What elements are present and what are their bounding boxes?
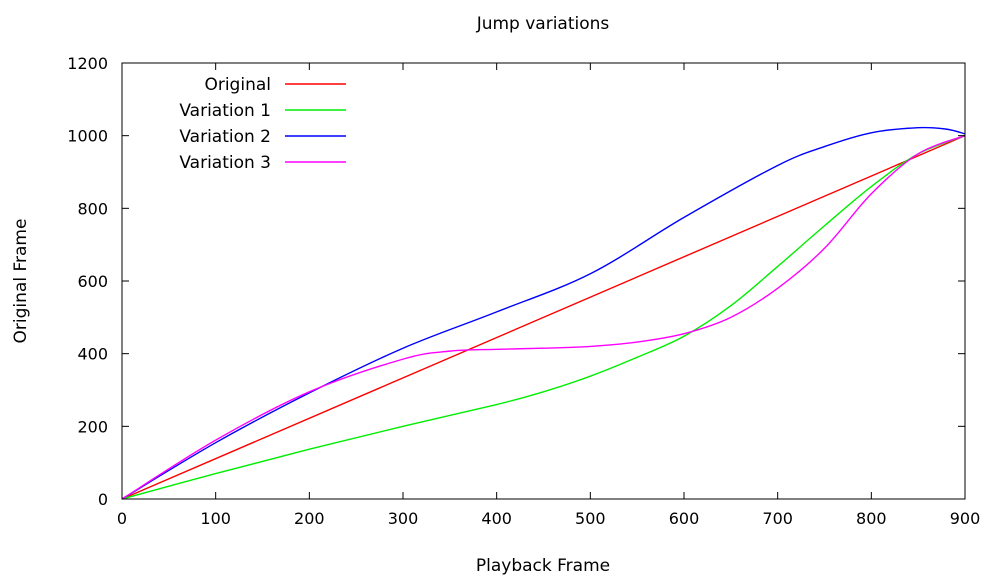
x-tick-label: 200 [294,509,325,528]
y-tick-label: 600 [77,272,108,291]
series-line-variation-1 [121,135,966,500]
y-tick-label: 1200 [67,54,108,73]
x-tick-label: 700 [762,509,793,528]
legend-label-original: Original [204,75,271,95]
series-line-variation-3 [121,135,966,500]
legend-label-variation-2: Variation 2 [179,127,271,147]
x-tick-label: 0 [117,509,127,528]
x-tick-label: 100 [200,509,231,528]
y-tick-label: 200 [77,417,108,436]
y-tick-label: 800 [77,199,108,218]
x-tick-label: 500 [575,509,606,528]
series-line-variation-2 [121,126,966,500]
series-layer [121,126,966,500]
x-tick-label: 400 [481,509,512,528]
legend-label-variation-3: Variation 3 [179,153,271,173]
legend: Original Variation 1 Variation 2 Variation … [179,75,346,173]
y-axis-title: Original Frame [11,219,31,344]
y-tick-label: 400 [77,345,108,364]
chart-title: Jump variations [476,14,610,34]
legend-label-variation-1: Variation 1 [179,101,271,121]
x-tick-label: 900 [950,509,981,528]
series-line-original [121,135,966,500]
x-tick-label: 800 [856,509,887,528]
ticks-layer: 0 100 200 300 400 500 600 700 800 900 0 200 400 600 80… [67,54,980,528]
y-tick-label: 1000 [67,127,108,146]
x-tick-label: 300 [388,509,419,528]
y-tick-label: 0 [98,490,108,509]
x-tick-label: 600 [669,509,700,528]
x-axis-title: Playback Frame [476,556,610,576]
